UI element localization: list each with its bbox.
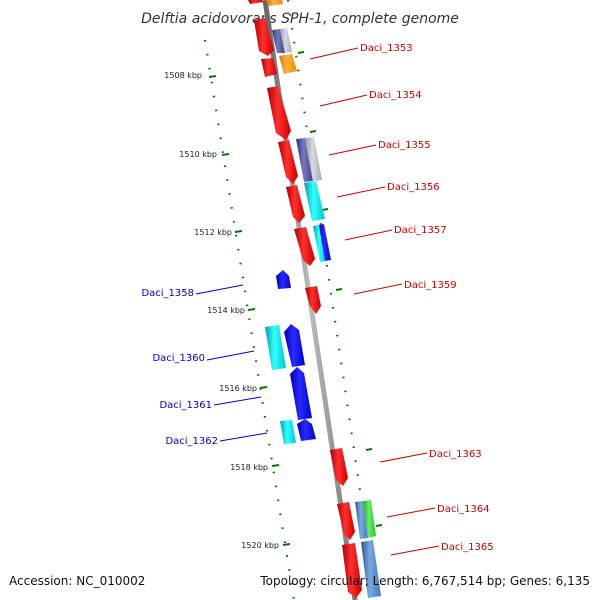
gene-arrow xyxy=(330,448,348,486)
tick-mark xyxy=(365,448,373,451)
tick-label: 1516 kbp xyxy=(219,384,257,393)
label-leader xyxy=(344,229,393,241)
gene-label: Daci_1360 xyxy=(152,353,205,364)
gene-label: Daci_1357 xyxy=(394,225,447,236)
reverse-genes xyxy=(265,270,316,444)
gene-block xyxy=(313,225,326,262)
gene-arrow xyxy=(294,227,315,266)
label-leader xyxy=(379,452,428,463)
gene-arrow xyxy=(290,367,312,420)
label-leader xyxy=(353,283,403,295)
gene-block xyxy=(304,181,325,221)
tick-mark xyxy=(208,75,217,78)
gene-arrow xyxy=(342,543,362,598)
gene-block xyxy=(248,0,264,4)
label-leader xyxy=(309,47,359,60)
accession-label: Accession: NC_010002 xyxy=(9,574,146,588)
tick-label: 1514 kbp xyxy=(207,306,245,315)
kbp-ticks xyxy=(208,51,383,546)
gene-block xyxy=(355,501,368,539)
gene-label: Daci_1365 xyxy=(441,542,494,553)
gene-block xyxy=(261,58,277,77)
gene-label: Daci_1356 xyxy=(387,182,440,193)
label-leader xyxy=(328,144,377,156)
reverse-labels: Daci_1358 Daci_1360 Daci_1361 Daci_1362 xyxy=(141,284,268,447)
tick-label: 1508 kbp xyxy=(164,71,202,80)
forward-labels: Daci_1353 Daci_1354 Daci_1355 Daci_1356 … xyxy=(309,43,494,556)
gene-arrow xyxy=(278,140,298,184)
tick-mark xyxy=(297,51,305,54)
gene-label: Daci_1363 xyxy=(429,449,482,460)
gene-block xyxy=(279,54,297,74)
gene-block xyxy=(272,29,285,53)
tick-label: 1518 kbp xyxy=(230,463,268,472)
gene-block xyxy=(265,325,286,370)
gene-block xyxy=(361,540,381,598)
reverse-track-guide xyxy=(203,39,296,600)
label-leader xyxy=(386,507,436,518)
tick-label: 1512 kbp xyxy=(194,228,232,237)
label-leader xyxy=(336,186,386,198)
tick-label: 1510 kbp xyxy=(179,150,217,159)
gene-block xyxy=(296,138,313,182)
gene-arrow xyxy=(267,86,291,140)
tick-mark xyxy=(234,230,243,233)
gene-arrow xyxy=(254,18,274,56)
tick-mark xyxy=(309,130,317,133)
tick-mark xyxy=(221,153,230,156)
label-leader xyxy=(195,284,244,295)
tick-mark xyxy=(375,524,383,527)
label-leader xyxy=(390,545,440,556)
tick-label: 1520 kbp xyxy=(241,541,279,550)
genome-summary: Topology: circular; Length: 6,767,514 bp… xyxy=(260,574,590,588)
gene-label: Daci_1364 xyxy=(437,504,490,515)
gene-block xyxy=(305,137,322,181)
gene-label: Daci_1359 xyxy=(404,280,457,291)
tick-mark xyxy=(271,464,280,467)
tick-mark xyxy=(321,208,329,211)
tick-mark xyxy=(282,543,291,546)
gene-arrow xyxy=(276,270,291,289)
gene-arrow xyxy=(305,286,321,314)
tick-mark xyxy=(259,386,268,389)
gene-label: Daci_1355 xyxy=(378,140,431,151)
gene-arrow xyxy=(337,502,355,540)
gene-arrow xyxy=(297,419,316,441)
gene-arrow xyxy=(284,324,305,367)
label-leader xyxy=(219,432,268,442)
gene-label: Daci_1353 xyxy=(360,43,413,54)
gene-label: Daci_1358 xyxy=(141,288,194,299)
gene-block xyxy=(280,420,296,444)
gene-label: Daci_1362 xyxy=(165,436,218,447)
tick-mark xyxy=(247,308,256,311)
gene-block xyxy=(280,28,292,53)
gene-arrow xyxy=(286,185,305,223)
gene-block xyxy=(319,224,331,261)
label-leader xyxy=(319,94,368,107)
label-leader xyxy=(213,396,262,406)
tick-mark xyxy=(335,288,343,291)
gene-label: Daci_1361 xyxy=(159,400,212,411)
label-leader xyxy=(206,350,255,361)
forward-genes xyxy=(248,0,381,598)
gene-block xyxy=(266,0,283,6)
genome-title: Delftia acidovorans SPH-1, complete geno… xyxy=(141,11,459,27)
gene-label: Daci_1354 xyxy=(369,90,422,101)
gene-block xyxy=(363,500,376,538)
